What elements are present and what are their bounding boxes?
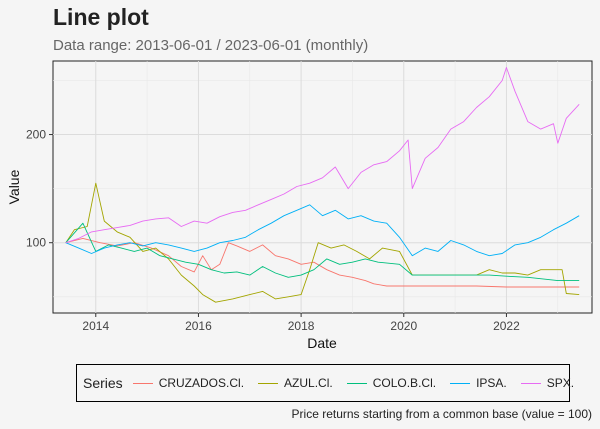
legend-item-colo-b-cl: COLO.B.Cl.	[346, 376, 437, 390]
x-tick-label: 2014	[82, 319, 109, 333]
plot-panel	[52, 60, 593, 314]
legend-items: CRUZADOS.Cl. AZUL.Cl. COLO.B.Cl. IPSA. SPX.	[132, 376, 588, 390]
legend: Series CRUZADOS.Cl. AZUL.Cl. COLO.B.Cl. IPS…	[76, 364, 574, 402]
legend-item-ipsa: IPSA.	[450, 376, 507, 390]
y-tick-label: 200	[26, 128, 46, 142]
x-axis-title: Date	[307, 335, 337, 351]
legend-item-azul-cl: AZUL.Cl.	[258, 376, 333, 390]
legend-label: CRUZADOS.Cl.	[158, 376, 245, 390]
chart-subtitle: Data range: 2013-06-01 / 2023-06-01 (mon…	[53, 37, 369, 54]
legend-swatch	[520, 382, 541, 384]
series-line-colo-b-cl	[65, 222, 580, 282]
legend-swatch	[132, 382, 153, 384]
legend-swatch	[450, 382, 471, 384]
line-chart: 2014 2016 2018 2020 2022 100 200 Date Value	[6, 60, 593, 351]
legend-label: AZUL.Cl.	[284, 376, 333, 390]
legend-swatch	[258, 382, 279, 384]
axis-layer: 2014 2016 2018 2020 2022 100 200	[26, 128, 520, 333]
chart-title: Line plot	[53, 4, 149, 30]
y-axis-title: Value	[6, 169, 22, 204]
y-tick-label: 100	[26, 236, 46, 250]
legend-label: IPSA.	[476, 376, 507, 390]
legend-item-cruzados-cl: CRUZADOS.Cl.	[132, 376, 245, 390]
legend-label: COLO.B.Cl.	[372, 376, 437, 390]
series-line-ipsa	[65, 204, 580, 257]
series-line-azul-cl	[65, 182, 580, 303]
x-tick-label: 2018	[288, 319, 315, 333]
x-tick-label: 2016	[185, 319, 212, 333]
legend-item-spx: SPX.	[520, 376, 575, 390]
x-tick-label: 2020	[390, 319, 417, 333]
legend-title: Series	[83, 375, 123, 391]
chart-caption: Price returns starting from a common bas…	[291, 407, 592, 421]
series-line-spx	[65, 67, 580, 244]
legend-swatch	[346, 382, 367, 384]
x-tick-label: 2022	[493, 319, 520, 333]
series-layer	[65, 67, 580, 303]
legend-label: SPX.	[546, 376, 575, 390]
